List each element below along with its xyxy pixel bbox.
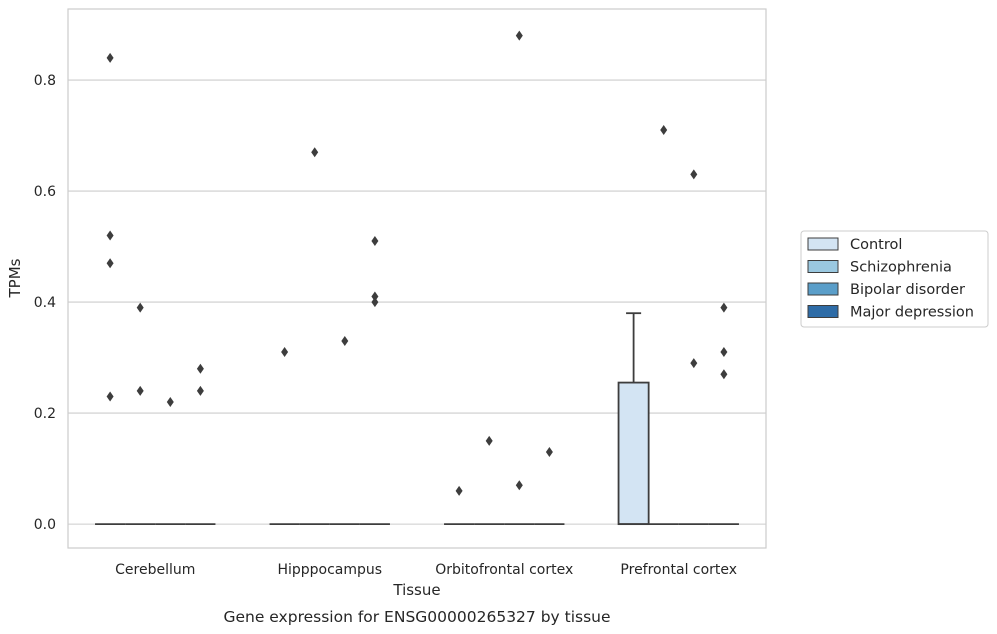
y-tick-label: 0.6 — [34, 184, 56, 200]
y-tick-label: 0.0 — [34, 517, 56, 533]
box-group — [155, 397, 186, 526]
plot-data — [95, 30, 739, 526]
outlier-point — [690, 358, 698, 369]
y-tick-label: 0.8 — [34, 73, 56, 89]
outlier-point — [515, 480, 523, 491]
y-axis-label: TPMs — [6, 258, 24, 298]
x-tick-label: Prefrontal cortex — [620, 562, 737, 578]
outlier-point — [341, 335, 349, 346]
outlier-point — [281, 347, 289, 358]
legend-frame — [800, 230, 989, 328]
box-group — [534, 446, 565, 526]
box-group — [95, 52, 126, 526]
outlier-point — [515, 30, 523, 41]
legend-swatch — [807, 237, 839, 251]
legend-item: Bipolar disorder — [807, 282, 965, 298]
box-group — [359, 236, 390, 526]
box — [617, 381, 650, 526]
outlier-point — [311, 147, 319, 158]
outlier-point — [166, 397, 174, 408]
legend: Control Schizophrenia Bipolar disorder Majo… — [800, 230, 989, 328]
outlier-point — [106, 258, 114, 269]
outlier-point — [106, 52, 114, 63]
outlier-point — [690, 169, 698, 180]
box-group — [444, 485, 475, 526]
chart-caption: Gene expression for ENSG00000265327 by t… — [223, 608, 610, 626]
outlier-point — [136, 385, 144, 396]
y-axis-ticks: 0.0 0.2 0.4 0.6 0.8 — [34, 73, 56, 533]
outlier-point — [371, 297, 379, 308]
outlier-point — [720, 347, 728, 358]
legend-label: Schizophrenia — [850, 260, 952, 276]
outlier-point — [660, 125, 668, 136]
box-group — [299, 147, 330, 526]
box-group — [617, 312, 650, 526]
outlier-point — [106, 230, 114, 241]
legend-swatch — [807, 305, 839, 318]
box-group — [504, 30, 535, 526]
legend-label: Major depression — [850, 305, 974, 321]
outlier-point — [371, 291, 379, 302]
legend-item: Schizophrenia — [807, 260, 952, 276]
outlier-point — [196, 363, 204, 374]
outlier-point — [371, 236, 379, 247]
outlier-point — [196, 385, 204, 396]
legend-swatch — [807, 260, 839, 273]
box-group — [329, 335, 360, 526]
x-tick-label: Hipppocampus — [277, 562, 382, 578]
outlier-point — [455, 485, 463, 496]
gridlines — [68, 79, 766, 525]
box-group — [648, 125, 679, 526]
legend-item: Major depression — [807, 305, 974, 321]
legend-label: Bipolar disorder — [850, 282, 965, 298]
outlier-point — [545, 446, 553, 457]
outlier-point — [720, 369, 728, 380]
box-group — [708, 302, 739, 526]
box-group — [678, 169, 709, 526]
y-tick-label: 0.4 — [34, 295, 56, 311]
x-axis-ticks: Cerebellum Hipppocampus Orbitofrontal cort… — [115, 562, 737, 578]
legend-item: Control — [807, 237, 902, 253]
x-tick-label: Cerebellum — [115, 562, 195, 578]
box-group — [185, 363, 216, 526]
outlier-point — [136, 302, 144, 313]
outlier-point — [106, 391, 114, 402]
legend-label: Control — [850, 237, 902, 253]
box-group — [269, 347, 300, 526]
plot-frame — [67, 8, 767, 549]
outlier-point — [485, 435, 493, 446]
box-group — [474, 435, 505, 526]
box-group — [125, 302, 156, 526]
legend-swatch — [807, 282, 839, 296]
y-tick-label: 0.2 — [34, 406, 56, 422]
x-axis-label: Tissue — [392, 581, 440, 599]
outlier-point — [720, 302, 728, 313]
x-tick-label: Orbitofrontal cortex — [435, 562, 573, 578]
